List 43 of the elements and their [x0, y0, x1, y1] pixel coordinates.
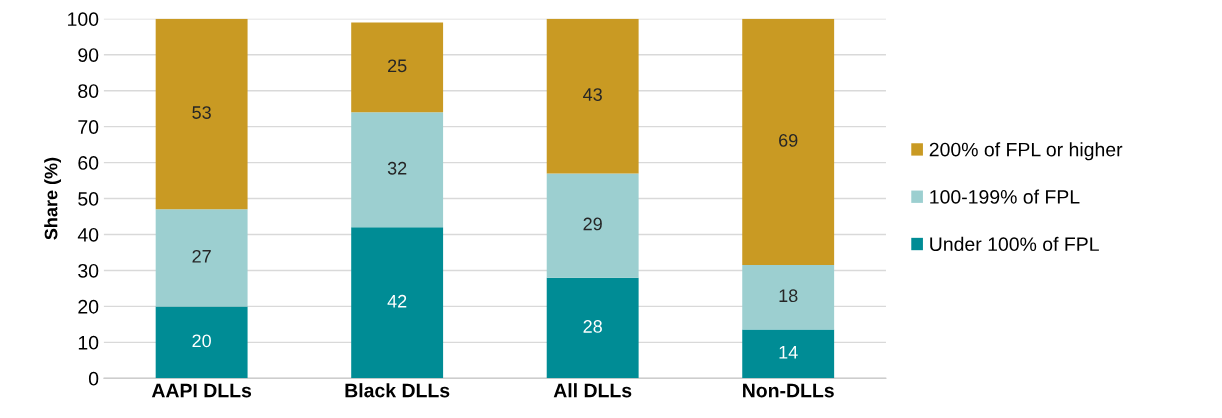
x-tick-label: All DLLs [553, 383, 632, 398]
x-tick-label: AAPI DLLs [151, 383, 252, 398]
data-label: 29 [583, 217, 602, 231]
y-tick-label: 10 [78, 335, 99, 350]
bar [546, 173, 639, 278]
y-tick-label: 40 [77, 227, 99, 242]
bar [546, 277, 639, 379]
bar [546, 18, 639, 174]
bar [155, 18, 248, 210]
y-tick-label: 20 [78, 299, 99, 314]
data-label: 28 [583, 320, 602, 333]
bar [155, 306, 248, 379]
y-tick-label: 0 [88, 371, 99, 386]
data-label: 18 [779, 289, 798, 303]
bar [351, 227, 444, 379]
data-label: 20 [192, 334, 211, 348]
bar [351, 112, 444, 228]
y-tick-label: 90 [78, 48, 99, 62]
bar [742, 265, 835, 330]
data-label: 42 [387, 294, 407, 308]
legend-label: 100-199% of FPL [930, 189, 1080, 204]
y-tick-label: 70 [78, 120, 99, 134]
x-tick-label: Non-DLLs [743, 383, 834, 398]
bar [351, 22, 444, 113]
data-label: 53 [192, 106, 211, 119]
y-tick-label: 30 [78, 263, 99, 278]
y-axis-title: Share (%) [44, 157, 62, 240]
x-tick-label: Black DLLs [345, 383, 450, 398]
y-tick-label: 60 [78, 156, 99, 170]
data-label: 32 [387, 161, 407, 175]
bar [742, 329, 835, 379]
bar [742, 18, 835, 266]
legend-label: Under 100% of FPL [930, 236, 1099, 252]
y-tick-label: 100 [68, 12, 99, 27]
y-tick-label: 50 [78, 192, 99, 206]
data-label: 25 [388, 59, 407, 73]
y-tick-label: 80 [78, 84, 99, 98]
bar [155, 209, 248, 307]
legend-label: 200% of FPL or higher [929, 142, 1123, 161]
data-label: 27 [192, 249, 211, 263]
data-label: 43 [583, 88, 602, 101]
data-label: 69 [779, 133, 798, 147]
data-label: 14 [779, 346, 798, 359]
